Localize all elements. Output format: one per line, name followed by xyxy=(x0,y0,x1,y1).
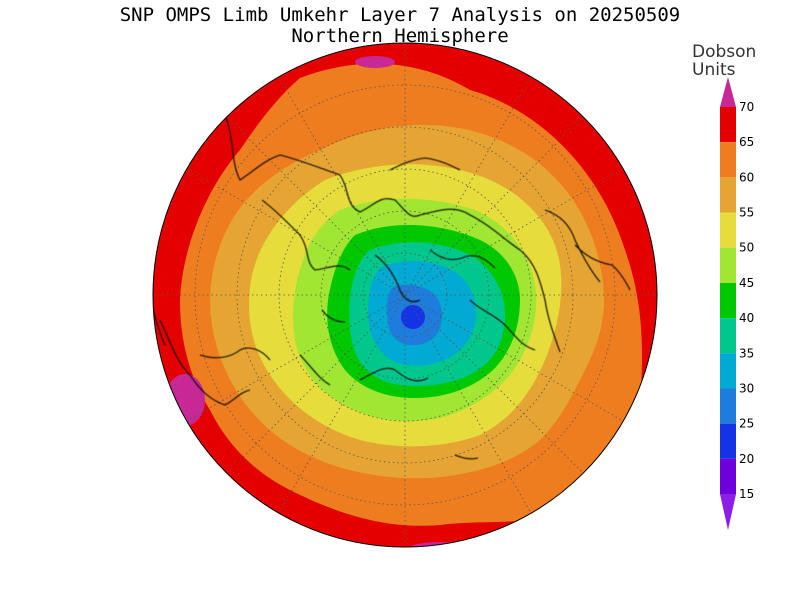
colorbar-segment xyxy=(720,353,736,389)
map-title: SNP OMPS Limb Umkehr Layer 7 Analysis on… xyxy=(120,4,681,26)
map-boundary xyxy=(152,42,658,548)
coastlines xyxy=(153,114,631,460)
colorbar-tick-label: 35 xyxy=(739,346,754,360)
colorbar-segments xyxy=(720,107,736,494)
colorbar: Dobson Units 70 65 60 55 50 45 40 35 30 25 20 15 xyxy=(692,42,756,530)
colorbar-tick-label: 55 xyxy=(739,206,754,220)
colorbar-segment xyxy=(720,177,736,213)
contour-band-over-70 xyxy=(410,542,470,547)
contour-band-over-70 xyxy=(355,56,395,68)
colorbar-segment xyxy=(720,247,736,283)
colorbar-tick-label: 45 xyxy=(739,276,754,290)
colorbar-segment xyxy=(720,107,736,143)
colorbar-tick-label: 25 xyxy=(739,417,754,431)
colorbar-segment xyxy=(720,423,736,459)
colorbar-segment xyxy=(720,318,736,354)
colorbar-tick-label: 60 xyxy=(739,170,754,184)
colorbar-tick-label: 70 xyxy=(739,100,754,114)
colorbar-tick-label: 40 xyxy=(739,311,754,325)
graticule xyxy=(153,43,657,547)
contour-band-20-25 xyxy=(401,305,425,329)
colorbar-segment xyxy=(720,388,736,424)
polar-map xyxy=(153,43,657,547)
colorbar-unit-line1: Dobson xyxy=(692,42,756,62)
colorbar-tick-label: 65 xyxy=(739,135,754,149)
colorbar-ticks: 70 65 60 55 50 45 40 35 30 25 20 15 xyxy=(739,100,754,501)
colorbar-tick-label: 15 xyxy=(739,487,754,501)
colorbar-tick-label: 20 xyxy=(739,452,754,466)
colorbar-tick-label: 30 xyxy=(739,381,754,395)
colorbar-segment xyxy=(720,212,736,248)
colorbar-under-triangle xyxy=(720,494,736,530)
colorbar-segment xyxy=(720,142,736,178)
colorbar-over-triangle xyxy=(720,77,736,107)
map-subtitle: Northern Hemisphere xyxy=(291,25,508,47)
colorbar-unit-line2: Units xyxy=(692,60,736,80)
colorbar-tick-label: 50 xyxy=(739,241,754,255)
colorbar-segment xyxy=(720,458,736,494)
colorbar-segment xyxy=(720,282,736,319)
